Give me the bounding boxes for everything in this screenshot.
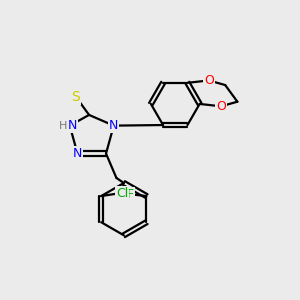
Text: Cl: Cl [116, 187, 128, 200]
Text: S: S [71, 89, 80, 103]
Text: O: O [204, 74, 214, 87]
Text: N: N [68, 119, 77, 132]
Text: F: F [127, 188, 134, 201]
Text: H: H [59, 121, 68, 130]
Text: N: N [73, 147, 82, 160]
Text: N: N [109, 119, 119, 132]
Text: O: O [216, 100, 226, 113]
